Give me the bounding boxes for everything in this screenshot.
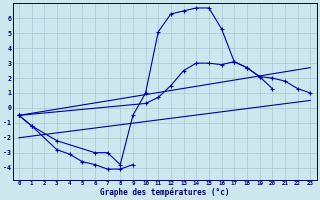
X-axis label: Graphe des températures (°c): Graphe des températures (°c) bbox=[100, 187, 229, 197]
